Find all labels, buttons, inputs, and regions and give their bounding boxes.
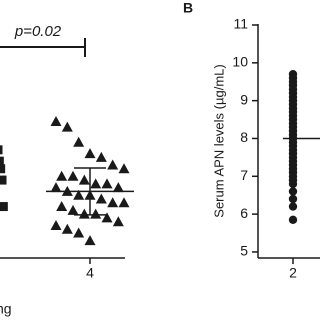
triangle-point bbox=[67, 170, 79, 181]
triangle-point bbox=[95, 193, 107, 204]
circle-point bbox=[288, 187, 298, 196]
triangle-point bbox=[50, 182, 62, 193]
triangle-point bbox=[78, 208, 90, 219]
y-tick-label: 11 bbox=[233, 16, 248, 32]
triangle-point bbox=[61, 223, 73, 234]
y-tick-label: 8 bbox=[240, 129, 248, 145]
triangle-point bbox=[101, 178, 113, 189]
triangle-point bbox=[118, 163, 130, 174]
triangle-point bbox=[107, 159, 119, 170]
triangle-point bbox=[73, 136, 85, 147]
circle-point bbox=[288, 194, 298, 204]
square-point bbox=[0, 164, 6, 174]
triangle-point bbox=[50, 115, 62, 126]
triangle-point bbox=[84, 235, 96, 246]
y-tick-label: 6 bbox=[240, 205, 248, 221]
triangle-point bbox=[73, 227, 85, 238]
triangle-point bbox=[107, 197, 119, 208]
triangle-point bbox=[78, 174, 90, 185]
p-value: p=0.02 bbox=[14, 23, 62, 40]
triangle-point bbox=[112, 216, 124, 227]
circle-point bbox=[288, 215, 298, 224]
y-tick-label: 5 bbox=[240, 243, 248, 259]
circle-point bbox=[288, 179, 298, 189]
y-tick-label: 9 bbox=[240, 91, 248, 107]
triangle-point bbox=[95, 151, 107, 162]
triangle-point bbox=[90, 178, 102, 189]
square-point bbox=[0, 175, 7, 185]
triangle-point bbox=[61, 121, 73, 132]
triangle-point bbox=[67, 204, 79, 215]
triangle-point bbox=[56, 170, 68, 181]
square-point bbox=[0, 156, 4, 166]
triangle-point bbox=[84, 148, 96, 159]
triangle-point bbox=[101, 212, 113, 223]
triangle-point bbox=[118, 197, 130, 208]
square-point bbox=[0, 145, 3, 155]
triangle-point bbox=[50, 219, 62, 230]
triangle-point bbox=[112, 182, 124, 193]
x-axis-label: ng bbox=[0, 301, 12, 317]
y-tick-label: 10 bbox=[232, 54, 248, 70]
triangle-point bbox=[56, 201, 68, 212]
triangle-point bbox=[73, 189, 85, 200]
triangle-point bbox=[90, 208, 102, 219]
panel-label: B bbox=[183, 0, 193, 16]
y-axis-label: Serum APN levels (µg/mL) bbox=[211, 64, 226, 217]
x-tick-label: 2 bbox=[289, 265, 297, 281]
y-tick-label: 7 bbox=[240, 167, 248, 183]
square-point bbox=[0, 202, 8, 212]
circle-point bbox=[288, 202, 298, 211]
x-tick-label: 4 bbox=[86, 265, 94, 281]
